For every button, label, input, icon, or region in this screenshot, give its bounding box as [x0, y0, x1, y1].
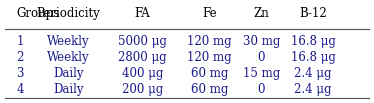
- Text: 5000 μg: 5000 μg: [118, 35, 167, 48]
- Text: 0: 0: [257, 51, 265, 64]
- Text: 4: 4: [16, 83, 24, 96]
- Text: Weekly: Weekly: [47, 51, 89, 64]
- Text: 60 mg: 60 mg: [191, 83, 228, 96]
- Text: 1: 1: [16, 35, 24, 48]
- Text: FA: FA: [135, 7, 150, 20]
- Text: Zn: Zn: [253, 7, 269, 20]
- Text: Periodicity: Periodicity: [36, 7, 100, 20]
- Text: Weekly: Weekly: [47, 35, 89, 48]
- Text: Daily: Daily: [53, 67, 83, 80]
- Text: 15 mg: 15 mg: [243, 67, 280, 80]
- Text: Fe: Fe: [202, 7, 217, 20]
- Text: 200 μg: 200 μg: [122, 83, 163, 96]
- Text: Groups: Groups: [16, 7, 59, 20]
- Text: 2: 2: [16, 51, 24, 64]
- Text: 400 μg: 400 μg: [122, 67, 163, 80]
- Text: 16.8 μg: 16.8 μg: [291, 51, 335, 64]
- Text: 120 mg: 120 mg: [187, 51, 232, 64]
- Text: 0: 0: [257, 83, 265, 96]
- Text: 2.4 μg: 2.4 μg: [294, 83, 332, 96]
- Text: 30 mg: 30 mg: [243, 35, 280, 48]
- Text: B-12: B-12: [299, 7, 327, 20]
- Text: 2.4 μg: 2.4 μg: [294, 67, 332, 80]
- Text: 2800 μg: 2800 μg: [118, 51, 167, 64]
- Text: 120 mg: 120 mg: [187, 35, 232, 48]
- Text: Daily: Daily: [53, 83, 83, 96]
- Text: 3: 3: [16, 67, 24, 80]
- Text: 16.8 μg: 16.8 μg: [291, 35, 335, 48]
- Text: 60 mg: 60 mg: [191, 67, 228, 80]
